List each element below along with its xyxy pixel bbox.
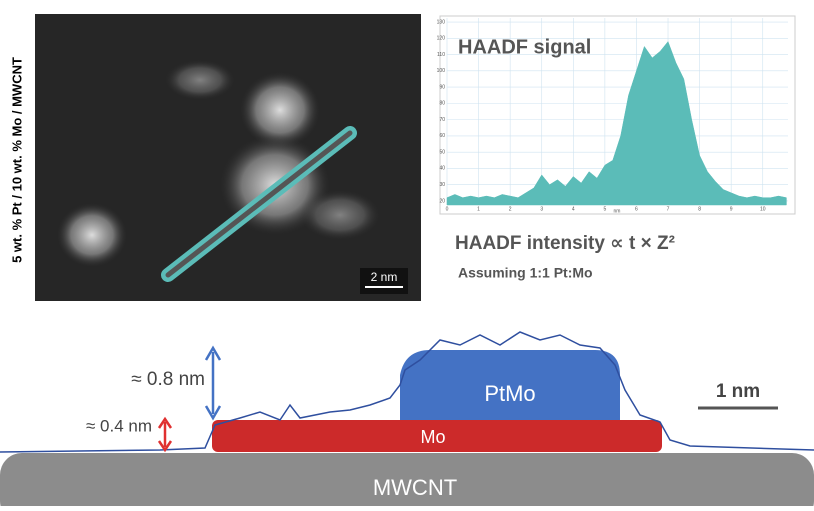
substrate: MWCNT: [373, 475, 457, 500]
profile-chart: 20 30 40 50 60 70 80 90 100 110 120 130 0 1 2 3 4 5 6 7 8 9 10: [437, 15, 796, 215]
y-tick-label: 60: [439, 133, 445, 139]
x-tick-label: 9: [730, 206, 733, 212]
y-tick-label: 70: [439, 117, 445, 123]
y-tick-label: 30: [439, 182, 445, 188]
y-tick-label: 130: [437, 19, 446, 25]
schematic: [0, 331, 814, 511]
x-tick-label: 3: [540, 206, 543, 212]
y-tick-label: 50: [439, 149, 445, 155]
y-tick-label: 90: [439, 84, 445, 90]
side-label: 5 wt. % Pt / 10 wt. % Mo / MWCNT: [9, 57, 24, 263]
x-tick-label: 0: [446, 206, 449, 212]
formula: HAADF intensity ∝ t × Z²: [455, 233, 675, 254]
x-tick-label: 1: [477, 206, 480, 212]
x-tick-label: 4: [572, 206, 575, 212]
layer-ptmo: PtMo: [484, 381, 535, 406]
chart-title: HAADF signal: [458, 36, 591, 58]
assumption: Assuming 1:1 Pt:Mo: [458, 265, 593, 281]
x-tick-label: 5: [603, 206, 606, 212]
x-axis-label: nm: [614, 208, 621, 214]
image-scale: 2 nm: [371, 270, 398, 284]
height-small: ≈ 0.4 nm: [86, 416, 152, 435]
y-tick-label: 100: [437, 68, 446, 74]
x-tick-label: 7: [667, 206, 670, 212]
signal-area: [446, 41, 787, 206]
x-tick-label: 8: [698, 206, 701, 212]
y-tick-label: 40: [439, 166, 445, 172]
haadf-image: [35, 14, 421, 301]
scale-label: 1 nm: [716, 381, 760, 402]
y-tick-label: 80: [439, 101, 445, 107]
y-tick-label: 120: [437, 36, 446, 42]
layer-mo: Mo: [420, 427, 445, 447]
y-tick-label: 110: [437, 52, 445, 58]
height-large: ≈ 0.8 nm: [131, 369, 205, 390]
x-tick-label: 6: [635, 206, 638, 212]
y-tick-label: 20: [439, 198, 445, 204]
x-tick-label: 10: [760, 206, 766, 212]
x-tick-label: 2: [509, 206, 512, 212]
